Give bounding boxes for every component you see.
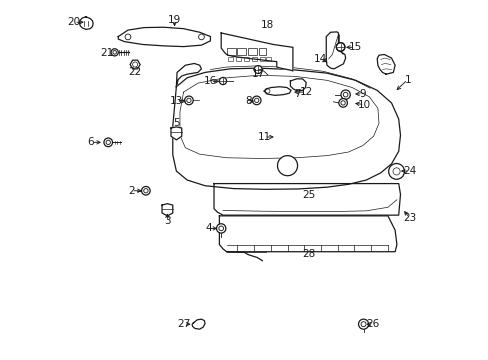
Text: 14: 14 (313, 54, 326, 64)
Circle shape (277, 156, 297, 176)
Circle shape (338, 99, 346, 107)
Text: 25: 25 (302, 190, 315, 200)
Circle shape (111, 49, 118, 56)
Circle shape (216, 224, 225, 233)
Text: 26: 26 (366, 319, 379, 329)
Text: 22: 22 (128, 67, 142, 77)
Polygon shape (172, 68, 400, 189)
Bar (228, 57, 233, 61)
Circle shape (219, 77, 226, 85)
Text: 12: 12 (299, 87, 312, 97)
Text: 10: 10 (357, 100, 370, 110)
Polygon shape (290, 79, 305, 91)
Polygon shape (325, 32, 345, 69)
Bar (244, 57, 248, 61)
Bar (237, 48, 246, 55)
Text: 18: 18 (260, 20, 273, 30)
Bar (265, 57, 270, 61)
Circle shape (252, 96, 261, 105)
Polygon shape (130, 60, 140, 69)
Bar (251, 57, 256, 61)
Polygon shape (219, 216, 396, 252)
Text: 17: 17 (252, 69, 265, 79)
Text: 15: 15 (347, 42, 361, 52)
Polygon shape (221, 33, 292, 71)
Text: 27: 27 (177, 319, 190, 329)
Text: 8: 8 (244, 96, 251, 106)
Polygon shape (80, 17, 93, 30)
Polygon shape (162, 204, 172, 216)
Text: 6: 6 (87, 138, 94, 147)
Bar (258, 48, 265, 55)
Polygon shape (176, 63, 201, 87)
Bar (259, 57, 264, 61)
Text: 1: 1 (404, 75, 410, 85)
Text: 16: 16 (203, 76, 217, 86)
Text: 2: 2 (128, 186, 135, 196)
Polygon shape (264, 87, 290, 95)
Polygon shape (171, 127, 182, 140)
Circle shape (142, 186, 150, 195)
Polygon shape (118, 27, 210, 46)
Polygon shape (214, 184, 400, 215)
Text: 19: 19 (167, 15, 181, 25)
Circle shape (388, 163, 404, 179)
Circle shape (254, 66, 262, 73)
Text: 23: 23 (402, 213, 415, 222)
Bar (247, 48, 257, 55)
Text: 4: 4 (205, 224, 211, 233)
Text: 7: 7 (294, 89, 300, 99)
Text: 20: 20 (67, 17, 81, 27)
Text: 28: 28 (302, 248, 315, 258)
Polygon shape (376, 54, 394, 74)
Circle shape (358, 319, 368, 329)
Text: 3: 3 (164, 216, 170, 226)
Text: 9: 9 (359, 89, 366, 99)
Text: 5: 5 (173, 118, 179, 128)
Text: 13: 13 (169, 96, 183, 106)
Circle shape (184, 96, 193, 105)
Polygon shape (192, 319, 204, 329)
Text: 21: 21 (100, 48, 113, 58)
Circle shape (336, 42, 344, 51)
Text: 11: 11 (257, 132, 270, 142)
Circle shape (104, 138, 112, 147)
Bar (226, 48, 235, 55)
Bar (235, 57, 241, 61)
Text: 24: 24 (402, 166, 415, 176)
Circle shape (340, 90, 349, 99)
